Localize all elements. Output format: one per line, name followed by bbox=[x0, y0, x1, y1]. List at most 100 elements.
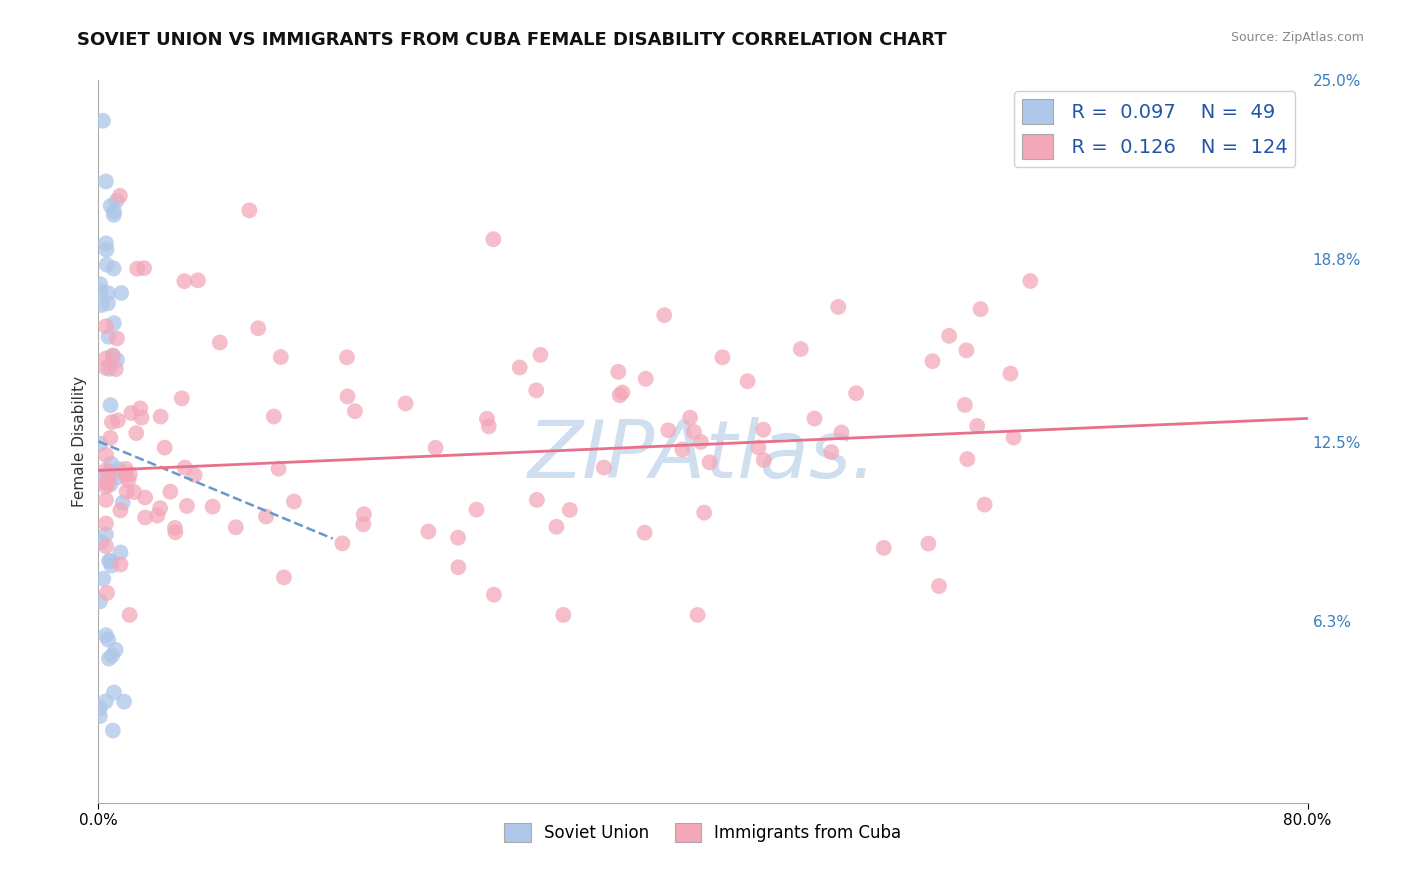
Point bbox=[1000, 367, 1022, 381]
Point bbox=[671, 442, 693, 457]
Point bbox=[101, 349, 124, 363]
Point bbox=[132, 261, 155, 276]
Point bbox=[394, 396, 416, 410]
Point bbox=[94, 480, 117, 494]
Point bbox=[254, 509, 277, 524]
Point bbox=[104, 642, 127, 657]
Point bbox=[94, 448, 117, 462]
Point bbox=[693, 506, 716, 520]
Point bbox=[108, 462, 131, 476]
Point bbox=[125, 426, 148, 441]
Point bbox=[173, 274, 195, 288]
Point bbox=[747, 441, 769, 455]
Point bbox=[1002, 431, 1025, 445]
Point bbox=[873, 541, 896, 555]
Point bbox=[475, 411, 498, 425]
Point bbox=[686, 607, 709, 622]
Point bbox=[89, 701, 111, 715]
Point bbox=[90, 284, 112, 298]
Point bbox=[526, 492, 548, 507]
Y-axis label: Female Disability: Female Disability bbox=[72, 376, 87, 508]
Point bbox=[129, 401, 152, 416]
Point bbox=[183, 468, 205, 483]
Point bbox=[657, 423, 679, 437]
Point bbox=[953, 398, 976, 412]
Point bbox=[98, 464, 121, 478]
Text: ZIPAtlas.: ZIPAtlas. bbox=[529, 417, 877, 495]
Point bbox=[447, 531, 470, 545]
Point bbox=[94, 351, 117, 366]
Point bbox=[752, 423, 775, 437]
Point bbox=[163, 521, 186, 535]
Text: SOVIET UNION VS IMMIGRANTS FROM CUBA FEMALE DISABILITY CORRELATION CHART: SOVIET UNION VS IMMIGRANTS FROM CUBA FEM… bbox=[77, 31, 948, 49]
Point bbox=[91, 113, 114, 128]
Point bbox=[634, 372, 657, 386]
Point bbox=[634, 525, 657, 540]
Point bbox=[966, 419, 988, 434]
Point bbox=[97, 632, 120, 647]
Point bbox=[270, 350, 292, 364]
Point bbox=[110, 558, 132, 572]
Point bbox=[524, 384, 547, 398]
Point bbox=[592, 460, 614, 475]
Point bbox=[110, 503, 132, 517]
Point bbox=[187, 273, 209, 287]
Point bbox=[176, 499, 198, 513]
Point bbox=[482, 588, 505, 602]
Point bbox=[100, 199, 122, 213]
Point bbox=[679, 410, 702, 425]
Point bbox=[103, 208, 125, 222]
Point bbox=[100, 554, 122, 568]
Point bbox=[105, 353, 128, 368]
Text: Source: ZipAtlas.com: Source: ZipAtlas.com bbox=[1230, 31, 1364, 45]
Point bbox=[120, 406, 142, 420]
Point bbox=[711, 351, 734, 365]
Point bbox=[267, 461, 290, 475]
Point bbox=[103, 316, 125, 330]
Point bbox=[94, 527, 117, 541]
Point bbox=[94, 492, 117, 507]
Point bbox=[115, 484, 138, 499]
Point bbox=[273, 570, 295, 584]
Point bbox=[103, 261, 125, 276]
Point bbox=[928, 579, 950, 593]
Point bbox=[98, 469, 121, 483]
Point bbox=[100, 457, 122, 471]
Point bbox=[97, 477, 120, 491]
Point bbox=[96, 243, 118, 257]
Point bbox=[689, 434, 711, 449]
Point bbox=[612, 385, 634, 400]
Point bbox=[114, 468, 136, 483]
Point bbox=[101, 723, 124, 738]
Point bbox=[131, 410, 153, 425]
Point bbox=[91, 572, 114, 586]
Point bbox=[96, 586, 118, 600]
Point bbox=[94, 516, 117, 531]
Point bbox=[111, 496, 134, 510]
Point bbox=[94, 236, 117, 251]
Point bbox=[103, 685, 125, 699]
Point bbox=[110, 286, 132, 301]
Point bbox=[94, 463, 117, 477]
Point bbox=[97, 651, 120, 665]
Point bbox=[425, 441, 447, 455]
Point bbox=[118, 467, 141, 482]
Point bbox=[108, 189, 131, 203]
Point bbox=[101, 349, 124, 363]
Point bbox=[737, 374, 759, 388]
Point bbox=[101, 415, 124, 429]
Point bbox=[89, 709, 111, 723]
Point bbox=[973, 498, 995, 512]
Point bbox=[105, 470, 128, 484]
Point bbox=[699, 455, 721, 469]
Point bbox=[353, 508, 375, 522]
Point bbox=[112, 695, 135, 709]
Point bbox=[482, 232, 505, 246]
Point bbox=[343, 404, 366, 418]
Point bbox=[447, 560, 470, 574]
Point bbox=[90, 298, 112, 312]
Point bbox=[97, 296, 120, 310]
Point bbox=[97, 329, 120, 343]
Point bbox=[609, 388, 631, 402]
Point bbox=[90, 469, 112, 483]
